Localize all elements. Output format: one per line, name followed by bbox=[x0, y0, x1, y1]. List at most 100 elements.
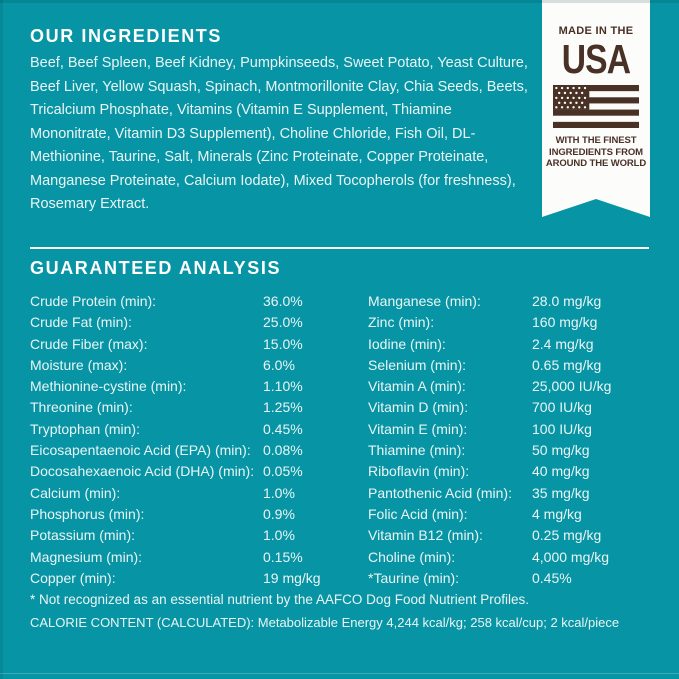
nutrient-label: Calcium (min): bbox=[30, 484, 121, 501]
analysis-row: Magnesium (min): 0.15% bbox=[30, 547, 362, 568]
nutrient-label: Tryptophan (min): bbox=[30, 420, 140, 437]
analysis-row: Crude Fiber (max): 15.0% bbox=[30, 334, 362, 355]
analysis-row: Calcium (min): 1.0% bbox=[30, 483, 362, 504]
nutrient-value: 100 IU/kg bbox=[532, 420, 592, 437]
nutrient-label: Potassium (min): bbox=[30, 527, 136, 544]
made-in-usa-ribbon-badge: MADE IN THE USA WITH THE FINEST bbox=[542, 0, 650, 217]
analysis-row: Docosahexaenoic Acid (DHA) (min): 0.05% bbox=[30, 461, 362, 482]
nutrient-value: 0.08% bbox=[263, 442, 303, 459]
nutrient-value: 1.0% bbox=[263, 484, 295, 501]
nutrient-value: 1.25% bbox=[263, 399, 303, 416]
nutrient-value: 0.05% bbox=[263, 463, 303, 480]
nutrient-label: Methionine-cystine (min): bbox=[30, 378, 187, 395]
analysis-row: Potassium (min): 1.0% bbox=[30, 525, 362, 546]
nutrient-label: Vitamin D (min): bbox=[368, 399, 469, 416]
nutrient-value: 0.45% bbox=[263, 420, 303, 437]
nutrient-value: 50 mg/kg bbox=[532, 442, 590, 459]
badge-tagline-lines: WITH THE FINEST INGREDIENTS FROM AROUND … bbox=[542, 135, 650, 170]
analysis-row: Zinc (min): 160 mg/kg bbox=[368, 312, 668, 333]
aafco-footnote: * Not recognized as an essential nutrien… bbox=[30, 592, 530, 607]
nutrient-value: 0.65 mg/kg bbox=[532, 356, 602, 373]
bottom-edge-line bbox=[0, 673, 679, 674]
ingredients-list-text: Beef, Beef Spleen, Beef Kidney, Pumpkins… bbox=[30, 55, 528, 212]
analysis-row: Selenium (min): 0.65 mg/kg bbox=[368, 355, 668, 376]
analysis-row: Eicosapentaenoic Acid (EPA) (min): 0.08% bbox=[30, 440, 362, 461]
nutrient-label: *Taurine (min): bbox=[368, 569, 460, 586]
nutrient-value: 1.10% bbox=[263, 378, 303, 395]
nutrient-label: Phosphorus (min): bbox=[30, 505, 145, 522]
nutrient-value: 2.4 mg/kg bbox=[532, 335, 594, 352]
nutrient-label: Copper (min): bbox=[30, 569, 116, 586]
badge-tagline-line: AROUND THE WORLD bbox=[545, 158, 647, 169]
nutrient-value: 40 mg/kg bbox=[532, 463, 590, 480]
nutrient-label: Thiamine (min): bbox=[368, 442, 466, 459]
analysis-right-column: Manganese (min): 28.0 mg/kg Zinc (min): … bbox=[368, 291, 668, 589]
analysis-row: Pantothenic Acid (min): 35 mg/kg bbox=[368, 483, 668, 504]
analysis-row: Crude Fat (min): 25.0% bbox=[30, 312, 362, 333]
analysis-row: Tryptophan (min): 0.45% bbox=[30, 419, 362, 440]
nutrient-value: 0.9% bbox=[263, 505, 295, 522]
ingredients-section-title: OUR INGREDIENTS bbox=[30, 26, 223, 46]
nutrient-value: 28.0 mg/kg bbox=[532, 293, 602, 309]
analysis-row: Moisture (max): 6.0% bbox=[30, 355, 362, 376]
nutrient-value: 25.0% bbox=[263, 314, 303, 331]
nutrient-label: Iodine (min): bbox=[368, 335, 446, 352]
nutrient-label: Magnesium (min): bbox=[30, 548, 143, 565]
nutrient-value: 1.0% bbox=[263, 527, 295, 544]
badge-usa-label: USA bbox=[561, 36, 631, 82]
nutrient-value: 0.25 mg/kg bbox=[532, 527, 602, 544]
nutrient-label: Vitamin E (min): bbox=[368, 420, 468, 437]
guaranteed-analysis-title: GUARANTEED ANALYSIS bbox=[30, 258, 282, 278]
badge-tagline-line: INGREDIENTS FROM bbox=[549, 146, 643, 158]
analysis-row: Thiamine (min): 50 mg/kg bbox=[368, 440, 668, 461]
badge-made-in-the-label: MADE IN THE bbox=[558, 25, 634, 37]
analysis-row: Crude Protein (min): 36.0% bbox=[30, 291, 362, 312]
analysis-row: Folic Acid (min): 4 mg/kg bbox=[368, 504, 668, 525]
nutrient-label: Threonine (min): bbox=[30, 399, 133, 416]
analysis-row: Methionine-cystine (min): 1.10% bbox=[30, 376, 362, 397]
analysis-row: Copper (min): 19 mg/kg bbox=[30, 568, 362, 589]
calorie-content-statement: CALORIE CONTENT (CALCULATED): Metaboliza… bbox=[30, 615, 620, 630]
badge-tagline-line: WITH THE FINEST bbox=[555, 135, 637, 146]
nutrient-label: Folic Acid (min): bbox=[368, 505, 468, 522]
nutrient-label: Vitamin A (min): bbox=[368, 378, 466, 395]
analysis-row: Vitamin B12 (min): 0.25 mg/kg bbox=[368, 525, 668, 546]
analysis-row: Choline (min): 4,000 mg/kg bbox=[368, 547, 668, 568]
analysis-row: Vitamin A (min): 25,000 IU/kg bbox=[368, 376, 668, 397]
nutrient-value: 6.0% bbox=[263, 356, 295, 373]
nutrient-value: 19 mg/kg bbox=[263, 569, 321, 586]
nutrient-label: Vitamin B12 (min): bbox=[368, 527, 483, 544]
nutrient-label: Crude Protein (min): bbox=[30, 293, 157, 309]
nutrient-value: 4 mg/kg bbox=[532, 505, 582, 522]
nutrient-value: 35 mg/kg bbox=[532, 484, 590, 501]
analysis-row: Phosphorus (min): 0.9% bbox=[30, 504, 362, 525]
analysis-row: *Taurine (min): 0.45% bbox=[368, 568, 668, 589]
nutrient-label: Crude Fiber (max): bbox=[30, 335, 148, 352]
analysis-row: Iodine (min): 2.4 mg/kg bbox=[368, 334, 668, 355]
analysis-row: Manganese (min): 28.0 mg/kg bbox=[368, 291, 668, 312]
nutrient-value: 25,000 IU/kg bbox=[532, 378, 612, 395]
nutrient-value: 0.45% bbox=[532, 569, 572, 586]
section-divider-rule bbox=[30, 247, 649, 249]
nutrient-label: Selenium (min): bbox=[368, 356, 467, 373]
nutrient-label: Docosahexaenoic Acid (DHA) (min): bbox=[30, 463, 255, 480]
usa-flag-icon bbox=[553, 85, 639, 128]
analysis-row: Vitamin D (min): 700 IU/kg bbox=[368, 397, 668, 418]
nutrient-label: Moisture (max): bbox=[30, 356, 128, 373]
nutrient-value: 0.15% bbox=[263, 548, 303, 565]
nutrient-label: Manganese (min): bbox=[368, 293, 481, 309]
nutrient-label: Eicosapentaenoic Acid (EPA) (min): bbox=[30, 442, 251, 459]
nutrient-label: Crude Fat (min): bbox=[30, 314, 132, 331]
nutrient-value: 15.0% bbox=[263, 335, 303, 352]
nutrient-label: Choline (min): bbox=[368, 548, 456, 565]
analysis-left-column: Crude Protein (min): 36.0% Crude Fat (mi… bbox=[30, 291, 362, 589]
nutrient-value: 36.0% bbox=[263, 293, 303, 309]
nutrient-label: Riboflavin (min): bbox=[368, 463, 470, 480]
analysis-row: Riboflavin (min): 40 mg/kg bbox=[368, 461, 668, 482]
nutrient-label: Pantothenic Acid (min): bbox=[368, 484, 512, 501]
nutrient-value: 4,000 mg/kg bbox=[532, 548, 610, 565]
nutrient-label: Zinc (min): bbox=[368, 314, 435, 331]
analysis-row: Threonine (min): 1.25% bbox=[30, 397, 362, 418]
nutrient-value: 700 IU/kg bbox=[532, 399, 592, 416]
